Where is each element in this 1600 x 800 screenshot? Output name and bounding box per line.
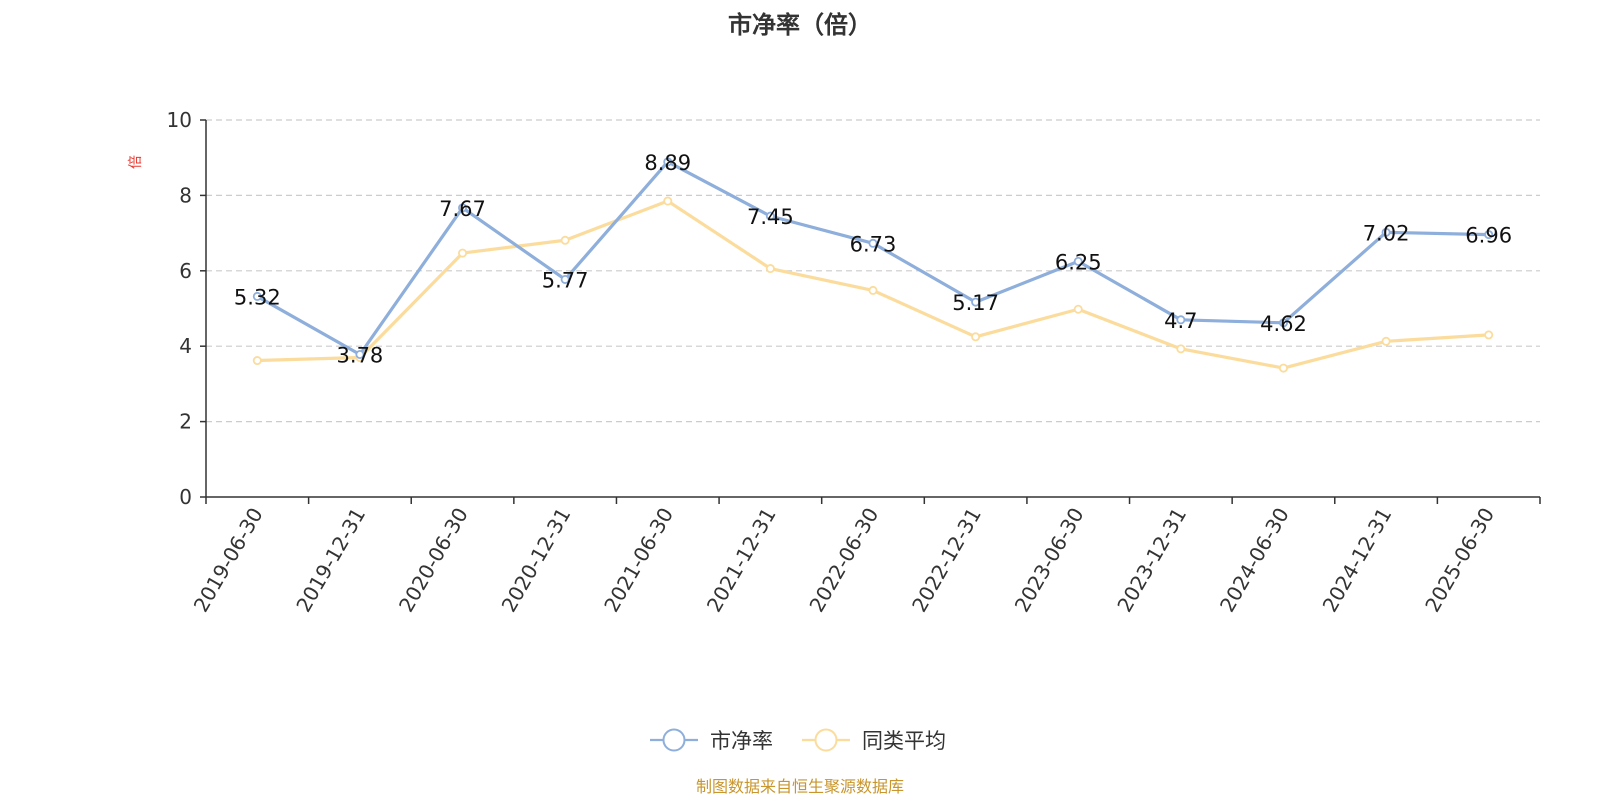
legend-marker-icon <box>662 728 686 752</box>
x-tick-label: 2023-12-31 <box>1112 504 1191 617</box>
x-tick-label: 2022-06-30 <box>804 504 883 617</box>
y-tick-label: 0 <box>179 485 192 509</box>
x-tick-label: 2024-06-30 <box>1215 504 1294 617</box>
series-0-point <box>1176 315 1186 325</box>
series-1-point <box>1484 330 1494 340</box>
series-0-point <box>663 157 673 167</box>
data-label: 3.78 <box>337 343 384 367</box>
legend-item-0[interactable]: 市净率 <box>650 728 773 753</box>
data-label: 6.96 <box>1465 224 1512 248</box>
x-tick-label: 2019-12-31 <box>291 504 370 617</box>
series-1-point <box>663 196 673 206</box>
grid-lines <box>206 119 1540 423</box>
x-tick-label: 2022-12-31 <box>907 504 986 617</box>
series-0-point <box>1484 230 1494 240</box>
data-label: 4.7 <box>1164 309 1197 333</box>
data-label: 5.17 <box>952 291 999 315</box>
legend[interactable]: 市净率 同类平均 <box>650 728 946 753</box>
y-tick-label: 4 <box>179 334 192 358</box>
data-label: 8.89 <box>644 151 691 175</box>
data-label: 7.02 <box>1363 221 1410 245</box>
data-label: 7.67 <box>439 197 486 221</box>
series-1-point <box>1176 344 1186 354</box>
series-1-point <box>560 235 570 245</box>
y-tick-label: 2 <box>179 410 192 434</box>
series-0-point <box>1278 318 1288 328</box>
series-0-point <box>560 274 570 284</box>
series-0-point <box>868 238 878 248</box>
x-tick-label: 2020-12-31 <box>497 504 576 617</box>
y-tick-label: 8 <box>179 183 192 207</box>
x-tick-label: 2021-12-31 <box>702 504 781 617</box>
series-1-point <box>1381 336 1391 346</box>
series-1-point <box>252 356 262 366</box>
source-note: 制图数据来自恒生聚源数据库 <box>696 777 904 796</box>
legend-label: 市净率 <box>710 729 773 753</box>
x-tick-label: 2020-06-30 <box>394 504 473 617</box>
x-tick-label: 2024-12-31 <box>1318 504 1397 617</box>
series-0-point <box>971 297 981 307</box>
series-1-point <box>1073 304 1083 314</box>
series-0-point <box>1073 256 1083 266</box>
series-1-point <box>458 248 468 258</box>
chart-title: 市净率（倍） <box>728 11 872 39</box>
x-tick-label: 2025-06-30 <box>1420 504 1499 617</box>
series-1-point <box>971 332 981 342</box>
data-label: 5.77 <box>542 268 589 292</box>
x-tick-label: 2019-06-30 <box>189 504 268 617</box>
series-lines <box>252 157 1494 373</box>
legend-item-1[interactable]: 同类平均 <box>802 728 946 753</box>
legend-label: 同类平均 <box>862 729 946 753</box>
series-1-point <box>765 264 775 274</box>
series-0-point <box>765 211 775 221</box>
series-0-point <box>1381 227 1391 237</box>
x-tick-label: 2021-06-30 <box>599 504 678 617</box>
series-1-point <box>868 285 878 295</box>
series-1-point <box>1278 363 1288 373</box>
series-line-1 <box>255 199 1491 370</box>
y-tick-label: 10 <box>167 108 192 132</box>
series-0-point <box>458 203 468 213</box>
data-label: 7.45 <box>747 205 794 229</box>
data-label: 6.73 <box>850 232 897 256</box>
data-label: 5.32 <box>234 285 281 309</box>
legend-marker-icon <box>814 728 838 752</box>
data-label: 6.25 <box>1055 250 1102 274</box>
data-labels: 5.32 3.78 7.67 5.77 8.89 7.45 6.73 5.17 6.25 4.7 4… <box>234 151 1512 368</box>
series-0-point <box>252 291 262 301</box>
data-label: 4.62 <box>1260 312 1307 336</box>
x-tick-label: 2023-06-30 <box>1010 504 1089 617</box>
y-axis-unit-label: 倍 <box>128 155 144 169</box>
series-0-point <box>355 349 365 359</box>
y-tick-label: 6 <box>179 259 192 283</box>
